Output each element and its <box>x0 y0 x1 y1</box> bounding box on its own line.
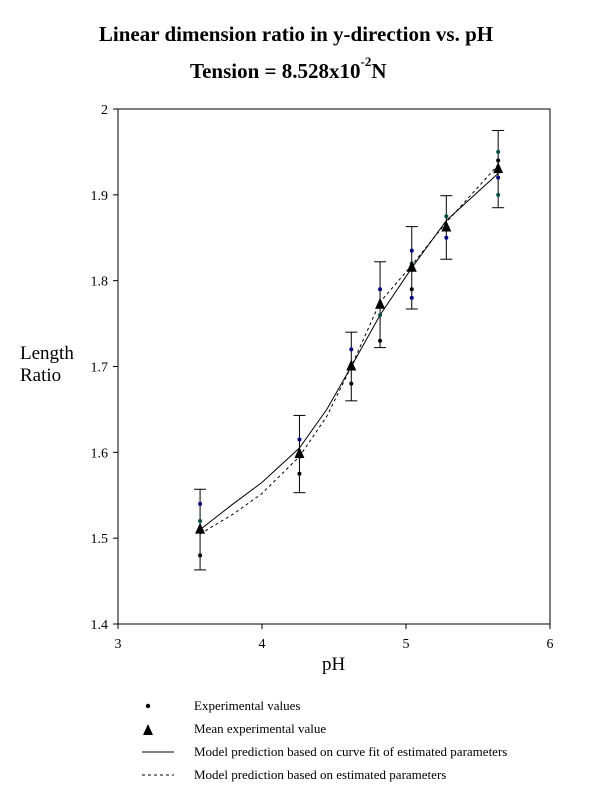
legend-dashed-line-symbol <box>142 774 174 776</box>
mean-triangle-marker <box>406 260 417 272</box>
y-axis-label: Length Ratio <box>20 343 74 387</box>
experimental-point <box>444 235 449 240</box>
y-tick-label: 1.6 <box>91 446 109 461</box>
mean-triangle-marker <box>493 162 504 174</box>
y-tick-label: 1.9 <box>91 189 109 204</box>
plot-frame <box>117 108 551 625</box>
experimental-point <box>409 248 414 253</box>
experimental-point <box>378 313 383 317</box>
mean-triangle-marker <box>441 220 452 232</box>
legend-label: Model prediction based on curve fit of e… <box>194 744 508 759</box>
x-tick-label: 4 <box>259 637 266 652</box>
mean-triangle-marker <box>294 447 305 459</box>
experimental-point <box>198 553 203 558</box>
subtitle-exponent: -2 <box>360 54 372 69</box>
experimental-point <box>198 519 203 523</box>
mean-triangle-marker <box>346 359 357 371</box>
model-curve-fit-line <box>199 173 499 530</box>
x-tick-label: 3 <box>115 637 122 652</box>
y-axis-label-line1: Length <box>20 343 74 364</box>
legend-solid-line-symbol <box>142 751 174 753</box>
y-tick-label: 1.4 <box>91 618 109 633</box>
experimental-point <box>409 295 414 300</box>
subtitle-suffix: N <box>371 59 387 83</box>
experimental-point <box>444 214 449 219</box>
x-axis-label: pH <box>322 654 346 675</box>
experimental-point <box>349 347 354 352</box>
y-axis-label-line2: Ratio <box>20 365 62 386</box>
y-tick-label: 1.5 <box>91 532 109 547</box>
x-tick-label: 5 <box>403 637 410 652</box>
experimental-point <box>198 501 203 506</box>
legend-triangle-symbol <box>143 724 153 735</box>
experimental-point <box>496 149 501 154</box>
experimental-point <box>496 175 501 180</box>
y-tick-label: 1.8 <box>91 275 109 290</box>
y-tick-label: 1.7 <box>91 361 109 376</box>
experimental-point <box>496 192 501 197</box>
legend-label: Model prediction based on estimated para… <box>194 767 447 782</box>
x-tick-label: 6 <box>547 637 554 652</box>
chart-subtitle: Tension = 8.528x10-2N <box>190 54 387 84</box>
subtitle-prefix: Tension = 8.528x10 <box>190 59 361 83</box>
y-tick-label: 2 <box>101 103 108 118</box>
experimental-point <box>297 471 302 476</box>
experimental-point <box>349 381 354 386</box>
experimental-point <box>378 287 383 292</box>
experimental-point <box>297 437 302 442</box>
model-estimated-line <box>199 164 499 535</box>
experimental-point <box>409 287 414 292</box>
experimental-point <box>496 158 501 163</box>
experimental-point <box>378 338 383 343</box>
legend-label: Experimental values <box>194 698 301 713</box>
mean-triangle-marker <box>195 522 206 534</box>
legend-dot-symbol <box>145 703 151 709</box>
legend-label: Mean experimental value <box>194 721 327 736</box>
chart-title: Linear dimension ratio in y-direction vs… <box>98 22 494 46</box>
mean-triangle-marker <box>375 297 386 309</box>
